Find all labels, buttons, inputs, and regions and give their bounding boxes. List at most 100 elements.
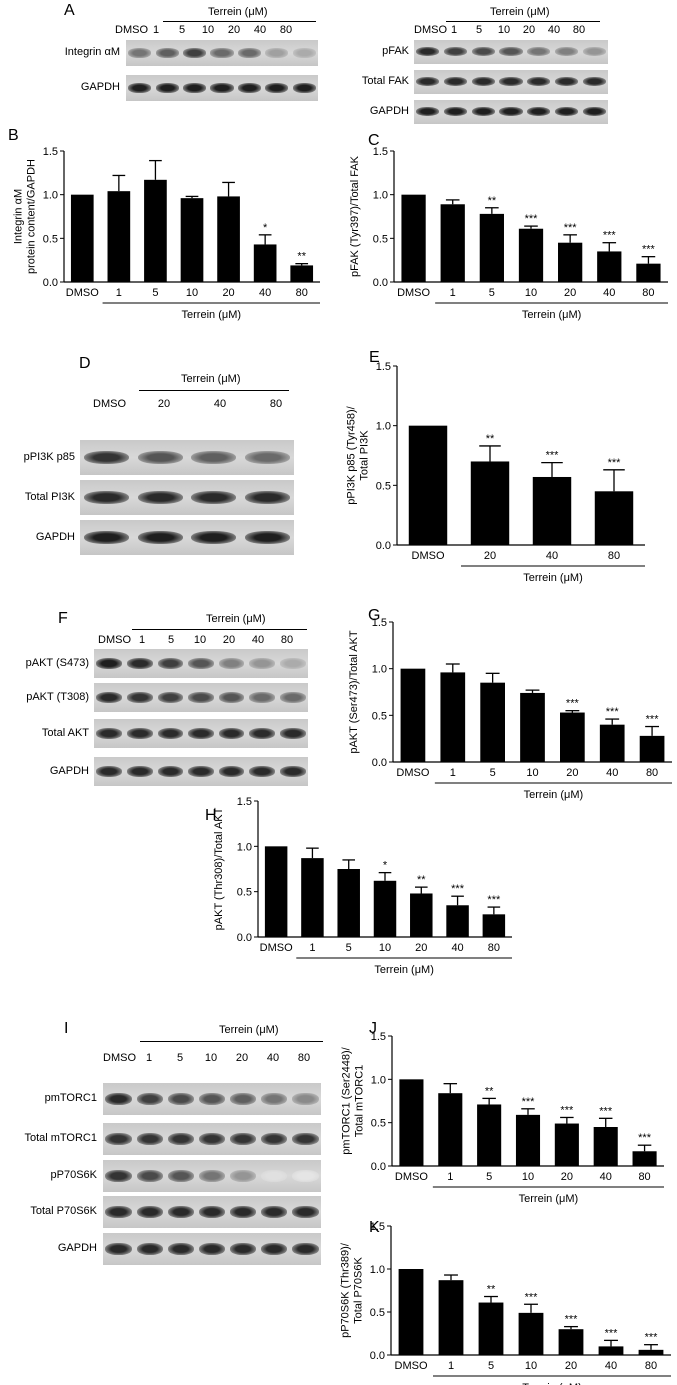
bar [180,198,204,282]
band [127,657,153,669]
y-tick-label: 0.0 [376,540,391,552]
band [127,691,153,703]
x-tick-label: DMSO [395,1171,428,1183]
x-axis-label: Terrein (μM) [524,789,584,801]
lane-label: 5 [178,24,186,36]
band [198,1205,226,1218]
band [292,1169,319,1182]
blot-row-label: GAPDH [369,105,409,117]
lane-label: 40 [251,634,265,646]
x-tick-label: 40 [600,1171,612,1183]
band [137,450,183,464]
band [84,490,130,504]
x-tick-label: 20 [561,1171,573,1183]
bar [597,251,622,282]
bar [470,461,510,545]
x-axis-label: Terrein (μM) [374,964,434,976]
treatment-line [139,390,289,391]
treatment-title: Terrein (μM) [219,1024,279,1036]
band [167,1242,194,1255]
lane-label: 40 [547,24,561,36]
y-tick-label: 1.0 [43,190,58,202]
significance-mark: ** [297,251,306,263]
blot-strip [103,1083,321,1115]
significance-mark: * [263,222,268,234]
blot-strip [80,520,294,555]
lane-label: 80 [279,24,293,36]
band [237,47,261,58]
significance-mark: *** [599,1105,613,1117]
x-tick-label: 80 [296,287,308,299]
lane-label: 80 [297,1052,311,1064]
lane-label: 10 [204,1052,218,1064]
x-axis-label: Terrein (μM) [519,1193,579,1205]
y-axis-label: pmTORC1 (Ser2448)/ [341,1046,353,1154]
y-axis-label: Total PI3K [359,430,371,481]
blot-strip [103,1233,321,1265]
band [188,657,214,669]
y-tick-label: 0.5 [376,480,391,492]
y-tick-label: 1.5 [370,1221,385,1233]
band [582,107,606,117]
x-tick-label: DMSO [397,287,430,299]
band [249,727,275,739]
band [230,1169,257,1182]
blot-row-label: GAPDH [57,1242,97,1254]
y-tick-label: 0.0 [373,277,388,289]
significance-mark: *** [646,714,660,726]
bar [410,893,433,937]
band [249,691,275,703]
blot-strip [414,40,608,64]
treatment-title: Terrein (μM) [181,373,241,385]
y-tick-label: 1.5 [371,1031,386,1043]
band [230,1242,257,1255]
bar [107,191,131,282]
band [249,657,275,669]
blot-row-label: Total mTORC1 [24,1132,97,1144]
blot-row-label: Integrin αM [64,46,120,58]
bar [400,668,426,762]
bar [477,1104,502,1166]
x-tick-label: 5 [346,942,352,954]
bar [399,1079,424,1166]
lane-label: 10 [193,634,207,646]
bar [217,196,240,282]
band [249,765,275,777]
y-axis-label: Integrin αM [13,189,25,244]
bar [593,1127,618,1166]
blot-row-label: pAKT (T308) [26,690,89,703]
band [188,765,214,777]
band [136,1169,163,1182]
panel-letter-d: D [79,355,91,372]
band [183,82,207,93]
y-axis-label: Total mTORC1 [354,1065,366,1138]
blot-strip [80,480,294,515]
x-axis-label: Terrein (μM) [522,1382,582,1385]
band [244,530,290,544]
lane-label: 20 [235,1052,249,1064]
panel-letter: J [369,1020,377,1037]
band [198,1132,226,1145]
lane-label: 80 [280,634,294,646]
lane-label: 20 [157,398,171,410]
x-tick-label: 80 [608,550,620,562]
x-tick-label: 80 [488,942,500,954]
band [292,47,316,58]
band [554,47,579,57]
band [191,530,237,544]
blot-strip [126,40,318,66]
y-axis-label: Total P70S6K [353,1257,365,1324]
significance-mark: *** [560,1104,574,1116]
band [230,1092,257,1105]
lane-label: 5 [167,634,175,646]
y-tick-label: 0.0 [372,757,387,769]
bar [480,682,505,762]
band [218,727,245,739]
band [416,107,440,117]
band [279,765,306,777]
panel-letter: G [368,607,380,624]
x-tick-label: 1 [116,287,122,299]
band [527,107,551,117]
y-axis-label: pAKT (Ser473)/Total AKT [348,630,360,754]
x-axis-label: Terrein (μM) [522,309,582,321]
